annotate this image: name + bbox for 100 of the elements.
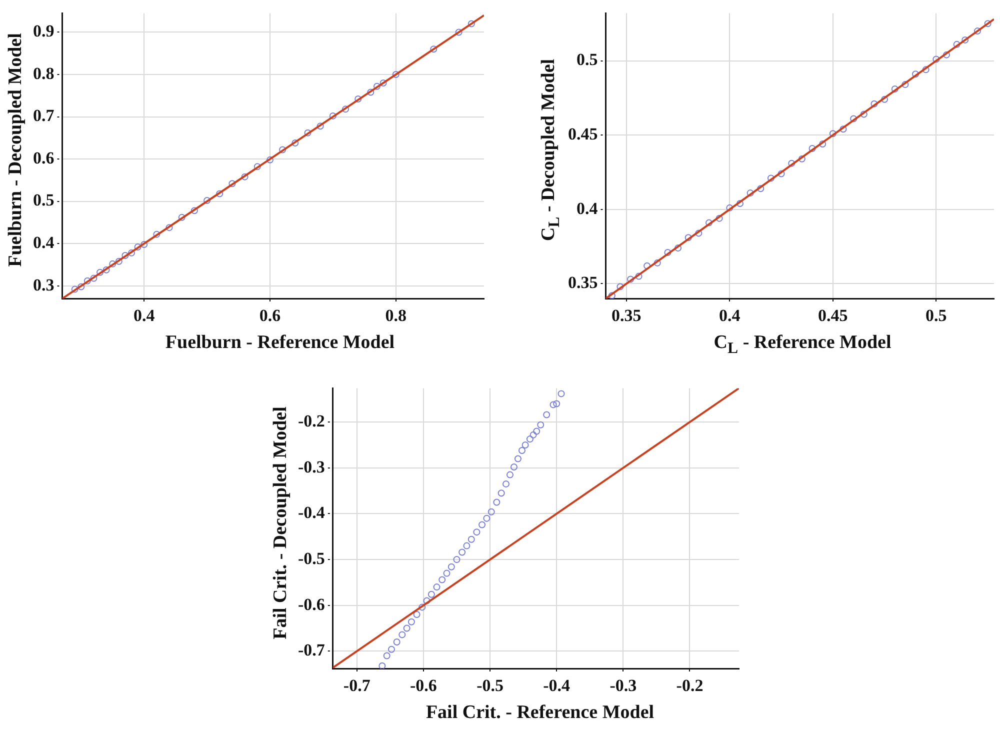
point bbox=[543, 411, 550, 418]
y-tick-label: 0.4 bbox=[33, 233, 55, 252]
y-tick-label: -0.4 bbox=[298, 503, 326, 522]
point bbox=[943, 51, 950, 58]
x-tick-label: -0.4 bbox=[543, 676, 571, 696]
point bbox=[684, 234, 692, 242]
x-axis-title: Fail Crit. - Reference Model bbox=[424, 702, 656, 724]
point bbox=[468, 536, 475, 543]
point bbox=[664, 249, 672, 256]
point bbox=[463, 542, 470, 550]
point bbox=[228, 180, 236, 188]
point bbox=[953, 40, 960, 48]
point bbox=[140, 240, 148, 248]
point bbox=[438, 576, 446, 584]
point bbox=[695, 230, 702, 237]
point bbox=[674, 244, 682, 252]
x-tick-label: 0.5 bbox=[926, 306, 947, 326]
point bbox=[483, 514, 490, 522]
y-axis-title: Fail Crit. - Decoupled Model bbox=[270, 406, 292, 639]
point bbox=[798, 155, 806, 162]
point bbox=[530, 431, 537, 438]
point bbox=[90, 274, 98, 282]
point bbox=[932, 56, 940, 63]
point bbox=[455, 28, 462, 36]
point bbox=[423, 597, 430, 604]
x-tick-label: 0.35 bbox=[612, 306, 642, 326]
y-tick-label: 0.5 bbox=[576, 50, 598, 70]
point bbox=[498, 490, 505, 497]
y-tick-label: 0.5 bbox=[33, 190, 54, 210]
y-tick-label: 0.6 bbox=[33, 148, 54, 168]
x-tick-label: 0.4 bbox=[719, 306, 741, 326]
point bbox=[109, 260, 116, 268]
y-tick-label: 0.3 bbox=[33, 275, 54, 294]
point bbox=[380, 79, 387, 86]
point bbox=[393, 638, 400, 646]
point bbox=[510, 464, 518, 471]
point bbox=[71, 286, 78, 293]
y-tick-label: -0.7 bbox=[298, 640, 326, 660]
y-tick-label: 0.45 bbox=[568, 124, 598, 144]
x-tick-label: -0.2 bbox=[676, 676, 704, 696]
point bbox=[746, 190, 754, 197]
point bbox=[403, 624, 410, 632]
point bbox=[870, 100, 878, 108]
point bbox=[526, 436, 534, 443]
point bbox=[553, 400, 560, 408]
point bbox=[354, 96, 362, 103]
y-tick-label: -0.5 bbox=[298, 548, 325, 568]
point bbox=[304, 129, 312, 136]
point bbox=[448, 563, 455, 570]
point bbox=[493, 498, 500, 506]
point bbox=[102, 266, 110, 274]
point bbox=[757, 185, 764, 192]
x-tick-label: -0.7 bbox=[343, 676, 371, 696]
point bbox=[635, 272, 642, 280]
point bbox=[128, 249, 135, 256]
point bbox=[506, 471, 514, 478]
point bbox=[190, 207, 198, 214]
point bbox=[473, 528, 480, 536]
point bbox=[962, 36, 969, 44]
point bbox=[388, 646, 395, 653]
point bbox=[522, 442, 529, 449]
point bbox=[134, 244, 142, 251]
point bbox=[241, 173, 248, 180]
point bbox=[706, 219, 713, 226]
point bbox=[254, 163, 261, 170]
point bbox=[502, 480, 510, 488]
point bbox=[902, 81, 909, 88]
point bbox=[654, 259, 661, 266]
point bbox=[608, 292, 616, 299]
x-tick-label: -0.6 bbox=[410, 676, 437, 696]
point bbox=[627, 276, 634, 283]
point bbox=[367, 88, 374, 96]
point bbox=[392, 71, 400, 78]
point bbox=[418, 604, 426, 611]
x-tick-label: 0.6 bbox=[259, 306, 281, 326]
point bbox=[616, 283, 624, 290]
point bbox=[788, 160, 796, 167]
y-axis-title: Fuelburn - Decoupled Model bbox=[5, 33, 27, 267]
x-axis-title: C$_{L}$ - Reference Model bbox=[712, 332, 892, 358]
y-tick-label: -0.2 bbox=[298, 411, 325, 430]
point bbox=[443, 570, 450, 577]
point bbox=[292, 140, 299, 147]
point bbox=[458, 548, 466, 556]
x-tick-label: 0.4 bbox=[133, 306, 156, 326]
point bbox=[808, 144, 816, 152]
point bbox=[881, 96, 888, 103]
point bbox=[122, 252, 129, 259]
point bbox=[84, 277, 91, 284]
point bbox=[767, 174, 774, 182]
point bbox=[558, 390, 565, 398]
y-tick-label: -0.6 bbox=[298, 594, 325, 614]
point bbox=[726, 204, 734, 212]
point bbox=[478, 521, 486, 528]
point bbox=[178, 214, 186, 221]
point bbox=[819, 140, 826, 148]
point bbox=[860, 110, 868, 118]
point bbox=[829, 130, 836, 138]
point bbox=[153, 230, 160, 238]
x-tick-label: -0.3 bbox=[610, 676, 637, 696]
point bbox=[433, 584, 440, 591]
